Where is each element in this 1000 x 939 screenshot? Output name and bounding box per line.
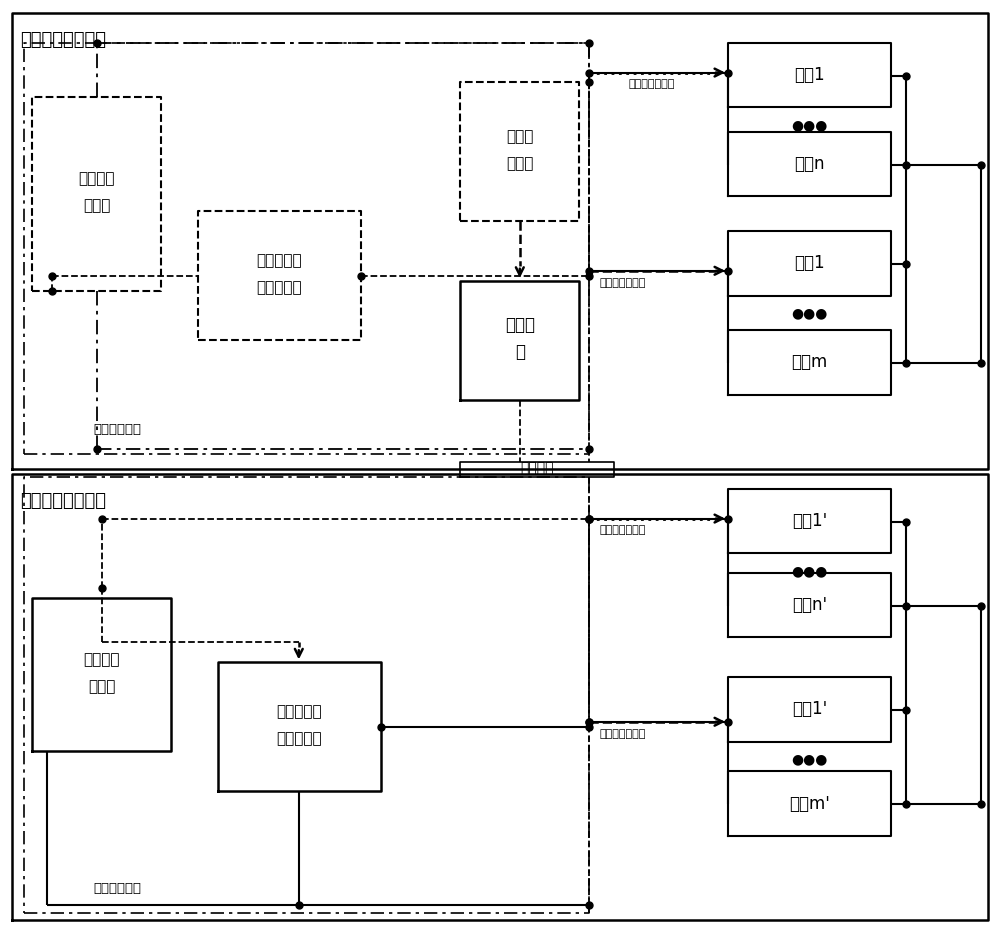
Text: 分离插头: 分离插头 (520, 461, 553, 475)
Text: 节模块: 节模块 (506, 156, 534, 171)
Text: 组: 组 (515, 343, 525, 362)
Text: 电池阵: 电池阵 (88, 679, 115, 694)
Text: ●●●: ●●● (792, 752, 828, 766)
Text: ●●●: ●●● (792, 564, 828, 578)
Text: 放电调: 放电调 (506, 130, 534, 145)
Text: 流调节模块: 流调节模块 (276, 731, 322, 747)
Text: 第二太阳: 第二太阳 (83, 653, 120, 668)
Text: 流调节模块: 流调节模块 (257, 280, 302, 295)
Text: 第一充电分: 第一充电分 (257, 254, 302, 269)
Text: 电池阵: 电池阵 (83, 198, 110, 213)
Text: 负载m: 负载m (792, 353, 828, 372)
Text: 负载n': 负载n' (792, 596, 827, 614)
Text: 第一全调节母线: 第一全调节母线 (629, 80, 675, 89)
Text: 负载1: 负载1 (794, 254, 825, 272)
Text: 第一太阳: 第一太阳 (78, 172, 115, 187)
Text: 负载1': 负载1' (792, 700, 827, 718)
Text: 负载m': 负载m' (789, 794, 830, 812)
Text: 第一不调节母线: 第一不调节母线 (599, 278, 645, 287)
Text: 第二不调节母线: 第二不调节母线 (599, 729, 645, 739)
Text: 第一供电回线: 第一供电回线 (94, 423, 142, 436)
Text: 第二充电分: 第二充电分 (276, 704, 322, 719)
Text: 第二全调节母线: 第二全调节母线 (599, 526, 645, 535)
Text: 蓄电池: 蓄电池 (505, 316, 535, 334)
Text: 上升舱（第一舱）: 上升舱（第一舱） (20, 31, 106, 49)
Text: 负载n: 负载n (794, 155, 825, 173)
Text: ●●●: ●●● (792, 306, 828, 320)
Text: 负载1': 负载1' (792, 512, 827, 530)
Text: 负载1: 负载1 (794, 66, 825, 84)
Text: 第二供电回线: 第二供电回线 (94, 882, 142, 895)
Text: 着陆舱（第二舱）: 着陆舱（第二舱） (20, 492, 106, 510)
Text: ●●●: ●●● (792, 118, 828, 132)
